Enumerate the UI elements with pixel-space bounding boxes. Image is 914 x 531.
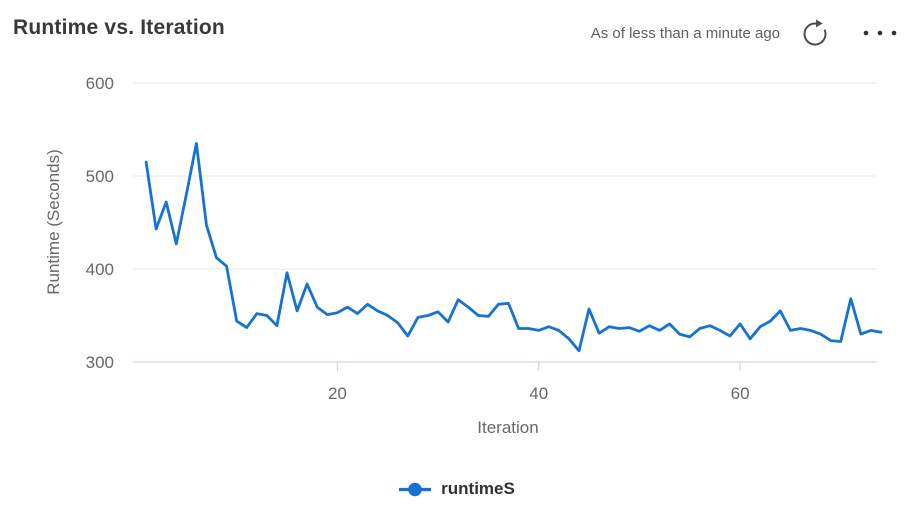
y-tick-label: 500 <box>86 167 114 186</box>
legend-label: runtimeS <box>441 479 515 498</box>
legend-item-runtimes[interactable]: runtimeS <box>399 479 515 499</box>
gridlines <box>133 82 877 363</box>
y-tick-label: 600 <box>86 74 114 93</box>
y-tick-label: 300 <box>86 353 114 372</box>
refresh-button[interactable] <box>800 18 830 48</box>
y-axis-title: Runtime (Seconds) <box>44 149 63 295</box>
runtimes-series-polyline[interactable] <box>144 141 883 353</box>
x-tick-label: 20 <box>328 384 347 403</box>
x-tick-label: 60 <box>731 384 750 403</box>
y-tick-label: 400 <box>86 260 114 279</box>
refresh-icon <box>803 19 827 46</box>
x-tick-label: 40 <box>529 384 548 403</box>
line-dot-marker-icon <box>399 482 432 496</box>
axis-tick-labels: 300 400 500 600 20 40 60 <box>86 74 750 403</box>
axis-ticks <box>336 362 741 371</box>
header-actions: As of less than a minute ago <box>591 18 900 48</box>
more-options-button[interactable] <box>860 18 900 48</box>
last-refreshed-text: As of less than a minute ago <box>590 24 780 42</box>
series-line[interactable] <box>144 141 883 353</box>
page-title: Runtime vs. Iteration <box>13 16 225 39</box>
ellipsis-icon <box>863 30 897 36</box>
legend: runtimeS <box>0 479 914 499</box>
x-axis-title: Iteration <box>477 418 538 437</box>
